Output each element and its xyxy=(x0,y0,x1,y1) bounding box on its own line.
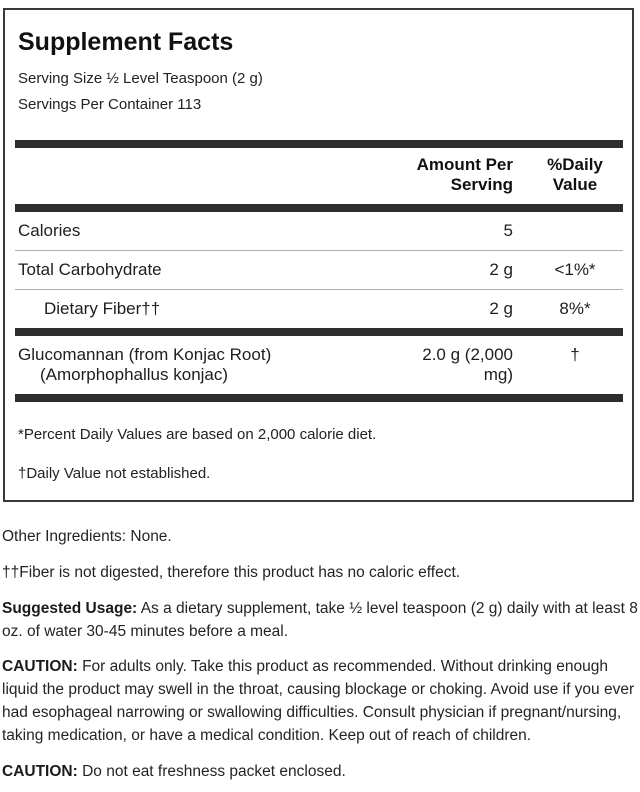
table-row-glucomannan: Glucomannan (from Konjac Root) (Amorphop… xyxy=(15,336,623,394)
row-label: Calories xyxy=(18,221,81,241)
caution-1-body: For adults only. Take this product as re… xyxy=(2,658,635,744)
row-label: Glucomannan (from Konjac Root) (Amorphop… xyxy=(15,345,400,385)
row-amount: 5 xyxy=(503,221,513,241)
row-amount: 2.0 g (2,000 mg) xyxy=(422,345,513,385)
suggested-usage-lead: Suggested Usage: xyxy=(2,599,138,617)
caution-paragraph-1: CAUTION: For adults only. Take this prod… xyxy=(2,656,638,747)
caution-paragraph-2: CAUTION: Do not eat freshness packet enc… xyxy=(2,761,638,784)
row-label: Dietary Fiber†† xyxy=(44,299,161,319)
caution-2-lead: CAUTION: xyxy=(2,762,78,780)
row-amount: 2 g xyxy=(489,299,513,319)
caution-2-body: Do not eat freshness packet enclosed. xyxy=(82,762,346,780)
row-label-line1: Glucomannan (from Konjac Root) xyxy=(18,345,272,365)
suggested-usage-body: As a dietary supplement, take ½ level te… xyxy=(2,599,638,640)
caution-1-lead: CAUTION: xyxy=(2,658,78,676)
row-amount: 2 g xyxy=(489,260,513,280)
header-percent-daily-value: %Daily Value xyxy=(547,155,603,195)
divider-heavy-under-header xyxy=(15,204,623,213)
panel-title: Supplement Facts xyxy=(18,28,234,56)
suggested-usage-paragraph: Suggested Usage: As a dietary supplement… xyxy=(2,598,638,644)
supplement-facts-panel: Supplement Facts Serving Size ½ Level Te… xyxy=(3,8,634,503)
footnote-daily-value-not-established: †Daily Value not established. xyxy=(18,465,211,483)
table-row-dietary-fiber: Dietary Fiber†† 2 g 8%* xyxy=(15,290,623,328)
row-daily-value: † xyxy=(570,345,580,365)
table-row-calories: Calories 5 xyxy=(15,212,623,250)
divider-heavy-mid xyxy=(15,328,623,337)
header-amount-per-serving: Amount Per Serving xyxy=(416,155,513,195)
other-ingredients-text: Other Ingredients: None. xyxy=(2,528,172,546)
row-daily-value: 8%* xyxy=(559,299,591,319)
row-daily-value: <1%* xyxy=(554,260,596,280)
table-row-total-carbohydrate: Total Carbohydrate 2 g <1%* xyxy=(15,251,623,289)
table-header-row: Amount Per Serving %Daily Value xyxy=(15,148,623,204)
divider-heavy-top xyxy=(15,140,623,148)
row-label-line2: (Amorphophallus konjac) xyxy=(40,365,229,385)
row-label: Total Carbohydrate xyxy=(18,260,162,280)
supplement-label-page: Supplement Facts Serving Size ½ Level Te… xyxy=(0,8,640,783)
divider-light-2 xyxy=(15,289,623,291)
serving-size-text: Serving Size ½ Level Teaspoon (2 g) xyxy=(18,70,263,87)
fiber-note-text: ††Fiber is not digested, therefore this … xyxy=(2,564,461,582)
servings-per-container-text: Servings Per Container 113 xyxy=(18,96,202,113)
divider-heavy-bottom xyxy=(15,394,623,403)
divider-light-1 xyxy=(15,250,623,252)
footnote-percent-daily-values: *Percent Daily Values are based on 2,000… xyxy=(18,426,377,444)
label-body-text: Other Ingredients: None. ††Fiber is not … xyxy=(2,526,638,783)
